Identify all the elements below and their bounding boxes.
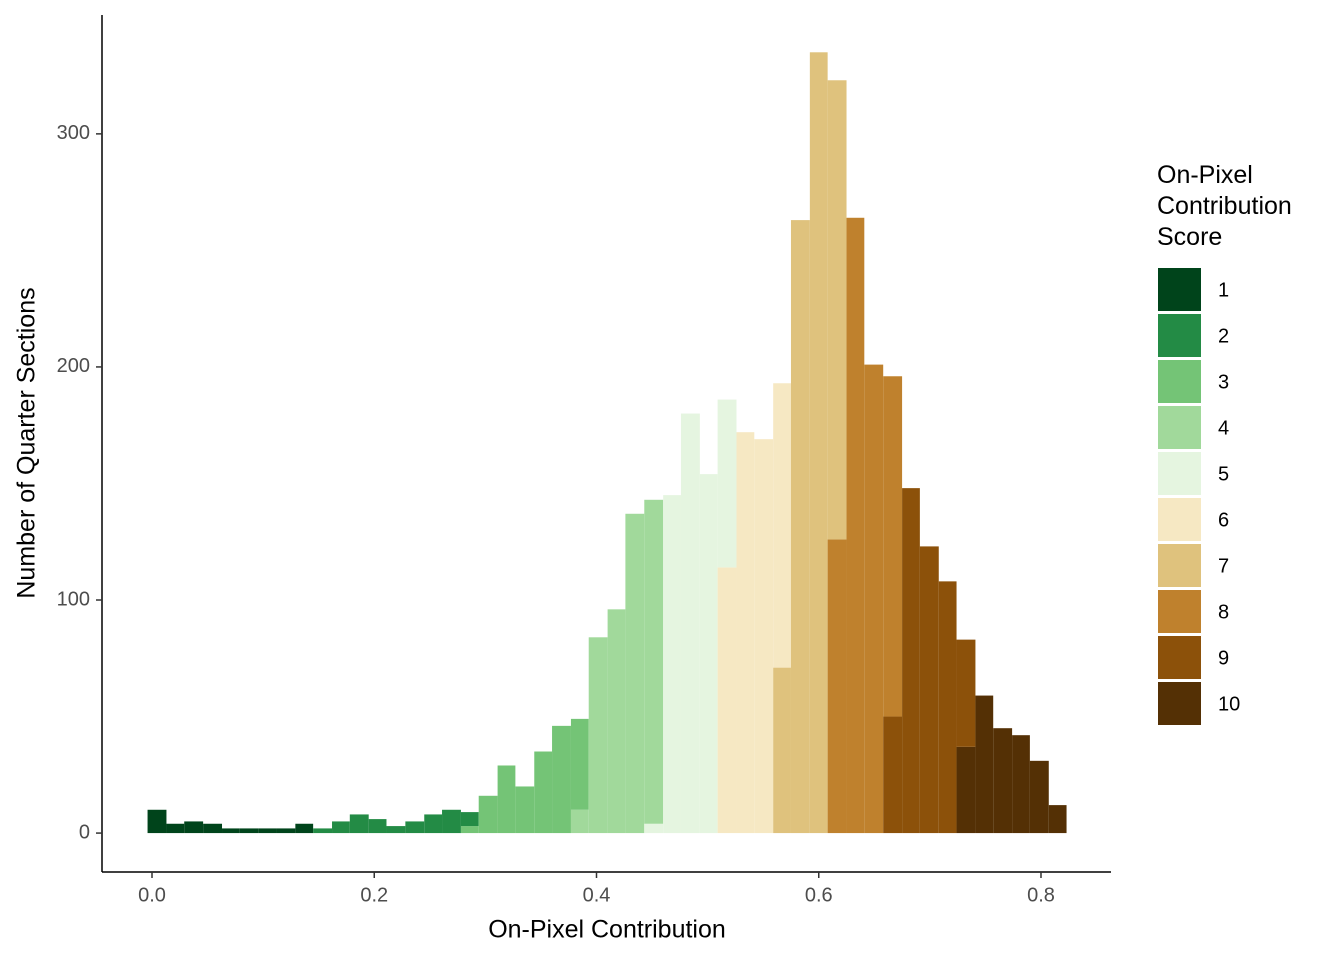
bar — [222, 828, 240, 834]
y-tick-label: 300 — [57, 122, 90, 144]
legend-label: 5 — [1218, 463, 1229, 485]
bar — [203, 823, 223, 834]
bar — [147, 809, 167, 834]
legend-key — [1158, 406, 1201, 449]
legend-label: 6 — [1218, 509, 1229, 531]
bar — [809, 52, 828, 834]
bar — [258, 828, 277, 834]
bar — [663, 495, 681, 834]
bar — [442, 809, 461, 834]
bar — [644, 823, 664, 834]
bar — [754, 439, 774, 834]
bar — [956, 746, 976, 834]
y-tick-label: 0 — [79, 821, 90, 843]
legend-key — [1158, 314, 1201, 357]
legend-key — [1158, 452, 1201, 495]
x-tick-label: 0.6 — [805, 884, 833, 906]
x-tick-label: 0.2 — [360, 884, 388, 906]
bar — [386, 826, 406, 834]
legend-key — [1158, 498, 1201, 541]
bar — [790, 220, 810, 834]
bar — [570, 809, 589, 834]
legend-key — [1158, 636, 1201, 679]
x-tick-label: 0.8 — [1027, 884, 1055, 906]
bar — [625, 513, 645, 834]
bar — [552, 725, 571, 834]
bar — [478, 795, 498, 834]
bar — [184, 821, 204, 834]
bar — [993, 728, 1013, 834]
bar — [588, 637, 608, 834]
legend-label: 10 — [1218, 693, 1240, 715]
bar — [276, 828, 296, 834]
bar — [332, 821, 350, 834]
bar — [607, 609, 626, 834]
bar — [1029, 760, 1049, 834]
bar — [864, 364, 884, 834]
x-tick-label: 0.0 — [138, 884, 166, 906]
legend-label: 4 — [1218, 417, 1229, 439]
legend-key — [1158, 268, 1201, 311]
legend-label: 2 — [1218, 325, 1229, 347]
bar — [1012, 735, 1030, 834]
bar — [919, 546, 939, 834]
bar — [846, 217, 865, 834]
legend-title: On-Pixel Contribution Score — [1157, 161, 1292, 251]
bar — [368, 819, 387, 834]
legend-label: 9 — [1218, 647, 1229, 669]
bar — [313, 828, 333, 834]
bar — [938, 581, 957, 834]
bar — [424, 814, 443, 834]
bar — [699, 474, 718, 834]
legend-key — [1158, 590, 1201, 633]
bar — [1048, 805, 1067, 834]
bar — [644, 499, 664, 824]
bar — [239, 828, 259, 834]
y-tick-label: 200 — [57, 355, 90, 377]
bar — [883, 716, 903, 834]
bar — [405, 821, 425, 834]
bar — [773, 667, 791, 834]
bar — [902, 488, 920, 834]
bar — [534, 751, 553, 834]
bar — [515, 786, 535, 834]
bar — [460, 826, 479, 834]
legend-key — [1158, 682, 1201, 725]
bar — [295, 823, 314, 834]
bar — [827, 80, 847, 540]
legend-label: 3 — [1218, 371, 1229, 393]
bar — [497, 765, 516, 834]
bar — [975, 695, 994, 834]
bar — [736, 432, 755, 834]
bar — [349, 814, 369, 834]
legend-key — [1158, 544, 1201, 587]
x-axis-title: On-Pixel Contribution — [488, 916, 726, 944]
bar — [460, 812, 479, 827]
bar — [827, 539, 847, 834]
y-axis-title: Number of Quarter Sections — [13, 287, 41, 598]
bar — [570, 718, 589, 810]
legend-label: 7 — [1218, 555, 1229, 577]
legend-label: 1 — [1218, 279, 1229, 301]
x-tick-label: 0.4 — [583, 884, 611, 906]
bar — [166, 823, 185, 834]
bar — [717, 567, 737, 834]
y-tick-label: 100 — [57, 588, 90, 610]
legend-label: 8 — [1218, 601, 1229, 623]
legend-key — [1158, 360, 1201, 403]
bar — [773, 383, 791, 668]
bar — [883, 376, 903, 717]
bar — [956, 639, 976, 747]
bar — [717, 399, 737, 568]
bar — [680, 413, 700, 834]
